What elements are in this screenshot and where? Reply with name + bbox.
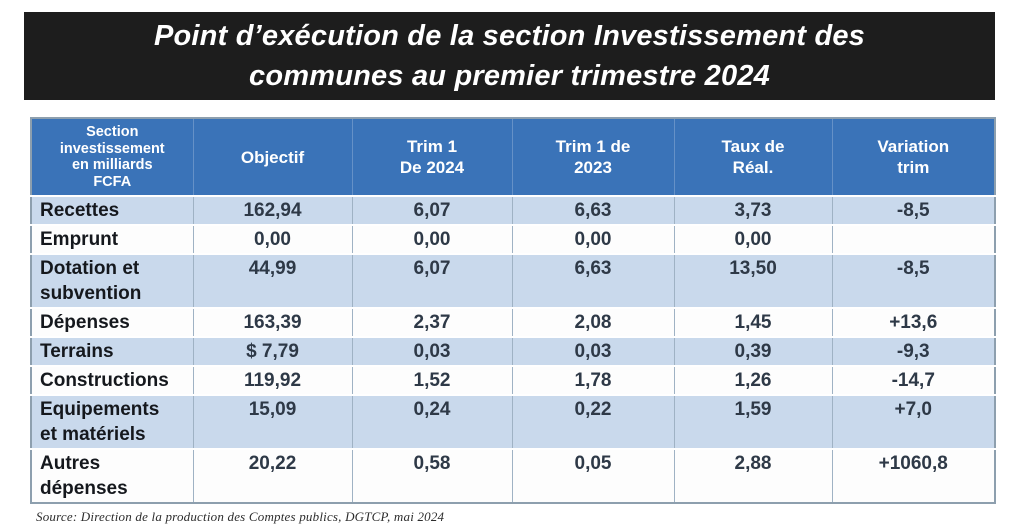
table-row: Emprunt 0,00 0,00 0,00 0,00 — [31, 224, 995, 254]
cell-objectif: 44,99 — [193, 253, 353, 308]
title-banner: Point d’exécution de la section Investis… — [24, 12, 995, 100]
table-row: Autres dépenses 20,22 0,58 0,05 2,88 +1060,8 — [31, 448, 995, 503]
cell-objectif: 163,39 — [193, 307, 353, 337]
table-row: Dépenses 163,39 2,37 2,08 1,45 +13,6 — [31, 307, 995, 337]
row-label: Dotation et subvention — [31, 253, 194, 308]
row-label: Recettes — [31, 195, 194, 225]
cell-variation-trim: +7,0 — [832, 394, 995, 449]
cell-trim1-2024: 2,37 — [352, 307, 513, 337]
cell-trim1-2023: 2,08 — [512, 307, 675, 337]
cell-trim1-2023: 0,22 — [512, 394, 675, 449]
cell-taux-real: 0,39 — [674, 336, 833, 366]
cell-trim1-2023: 6,63 — [512, 195, 675, 225]
cell-variation-trim: +13,6 — [832, 307, 995, 337]
table-row: Equipements et matériels 15,09 0,24 0,22 1,5… — [31, 394, 995, 449]
cell-taux-real: 3,73 — [674, 195, 833, 225]
table-row: Dotation et subvention 44,99 6,07 6,63 13,50… — [31, 253, 995, 308]
cell-objectif: 15,09 — [193, 394, 353, 449]
row-label: Equipements et matériels — [31, 394, 194, 449]
cell-trim1-2024: 0,00 — [352, 224, 513, 254]
cell-trim1-2024: 0,58 — [352, 448, 513, 503]
cell-variation-trim: -14,7 — [832, 365, 995, 395]
column-header-trim1-2024: Trim 1 De 2024 — [352, 118, 513, 196]
cell-taux-real: 1,26 — [674, 365, 833, 395]
cell-variation-trim: -8,5 — [832, 253, 995, 308]
cell-taux-real: 1,45 — [674, 307, 833, 337]
investment-table: Section investissement en milliards FCFA… — [30, 117, 996, 504]
table-header-row: Section investissement en milliards FCFA… — [31, 118, 995, 196]
cell-variation-trim — [832, 224, 995, 254]
cell-trim1-2023: 1,78 — [512, 365, 675, 395]
cell-trim1-2024: 0,24 — [352, 394, 513, 449]
cell-objectif: 20,22 — [193, 448, 353, 503]
cell-objectif: 119,92 — [193, 365, 353, 395]
source-note: Source: Direction de la production des C… — [36, 509, 445, 524]
cell-taux-real: 1,59 — [674, 394, 833, 449]
cell-variation-trim: +1060,8 — [832, 448, 995, 503]
cell-objectif: 162,94 — [193, 195, 353, 225]
table-row: Recettes 162,94 6,07 6,63 3,73 -8,5 — [31, 195, 995, 225]
cell-trim1-2024: 6,07 — [352, 253, 513, 308]
cell-trim1-2024: 1,52 — [352, 365, 513, 395]
cell-taux-real: 0,00 — [674, 224, 833, 254]
row-label: Constructions — [31, 365, 194, 395]
table-row: Constructions 119,92 1,52 1,78 1,26 -14,7 — [31, 365, 995, 395]
page-title-line2: communes au premier trimestre 2024 — [249, 60, 770, 92]
cell-trim1-2024: 0,03 — [352, 336, 513, 366]
column-header-variation-trim: Variation trim — [832, 118, 995, 196]
cell-taux-real: 2,88 — [674, 448, 833, 503]
column-header-section: Section investissement en milliards FCFA — [31, 118, 194, 196]
cell-objectif: 0,00 — [193, 224, 353, 254]
cell-trim1-2023: 0,00 — [512, 224, 675, 254]
cell-trim1-2023: 0,05 — [512, 448, 675, 503]
row-label: Dépenses — [31, 307, 194, 337]
cell-variation-trim: -8,5 — [832, 195, 995, 225]
cell-objectif: $ 7,79 — [193, 336, 353, 366]
cell-trim1-2024: 6,07 — [352, 195, 513, 225]
cell-trim1-2023: 6,63 — [512, 253, 675, 308]
row-label: Terrains — [31, 336, 194, 366]
cell-taux-real: 13,50 — [674, 253, 833, 308]
cell-variation-trim: -9,3 — [832, 336, 995, 366]
column-header-trim1-2023: Trim 1 de 2023 — [512, 118, 675, 196]
row-label: Autres dépenses — [31, 448, 194, 503]
page-title-line1: Point d’exécution de la section Investis… — [153, 20, 866, 52]
column-header-objectif: Objectif — [193, 118, 353, 196]
cell-trim1-2023: 0,03 — [512, 336, 675, 366]
table-row: Terrains $ 7,79 0,03 0,03 0,39 -9,3 — [31, 336, 995, 366]
row-label: Emprunt — [31, 224, 194, 254]
column-header-taux-real: Taux de Réal. — [674, 118, 833, 196]
